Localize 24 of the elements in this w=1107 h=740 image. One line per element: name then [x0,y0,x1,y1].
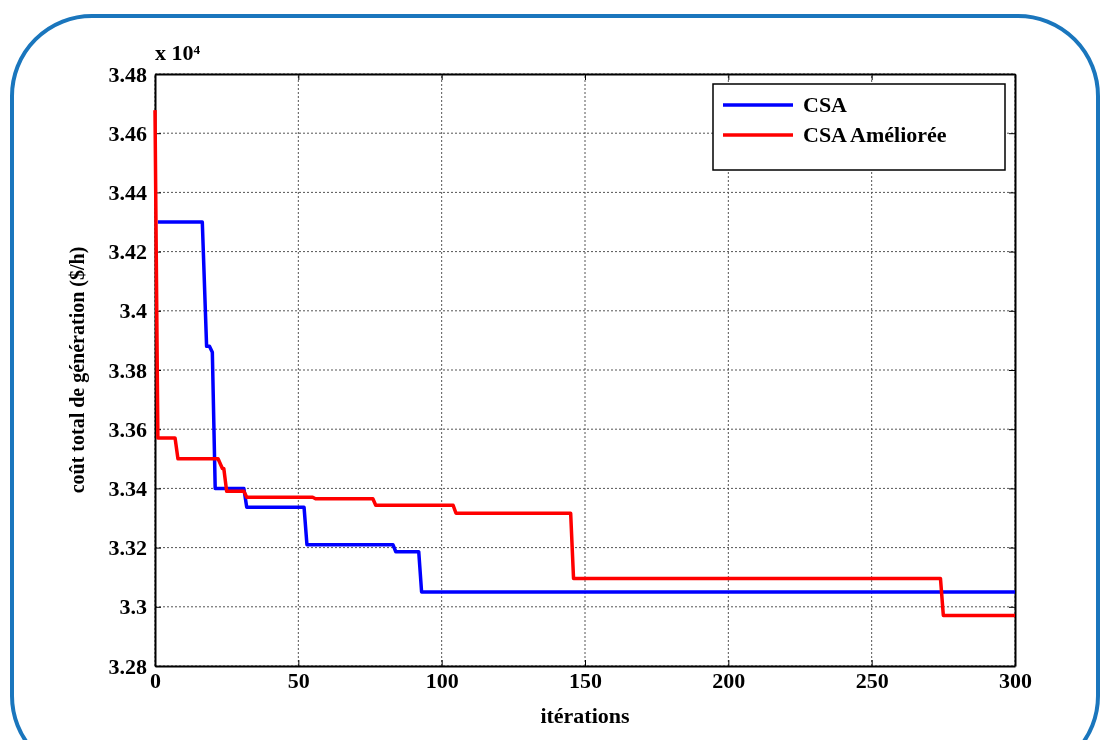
x-tick-label: 150 [569,667,602,693]
line-series [156,220,1017,594]
x-tick-label: 0 [150,667,161,693]
y-axis-title: coût total de génération ($/h) [66,246,89,494]
y-tick-label: 3.46 [108,120,147,146]
x-tick-label: 250 [855,667,889,693]
y-tick-label: 3.4 [119,298,147,324]
x-tick-label: 200 [712,667,746,693]
legend-label: CSA Améliorée [803,122,947,147]
x-tick-label: 100 [425,667,459,693]
text: x 10⁴ [155,40,201,65]
legend-label: CSA [803,92,848,117]
x-tick-label: 50 [287,667,310,693]
y-tick-label: 3.44 [108,179,147,205]
x-axis-title: itérations [540,703,631,728]
y-tick-label: 3.32 [108,535,147,561]
y-tick-label: 3.48 [108,61,147,87]
y-tick-label: 3.38 [108,357,147,383]
y-tick-label: 3.28 [108,653,147,679]
x-tick-label: 300 [999,667,1032,693]
y-tick-label: 3.42 [108,239,147,265]
y-tick-label: 3.34 [108,475,147,501]
y-tick-label: 3.3 [119,594,147,620]
y-tick-label: 3.36 [108,416,147,442]
